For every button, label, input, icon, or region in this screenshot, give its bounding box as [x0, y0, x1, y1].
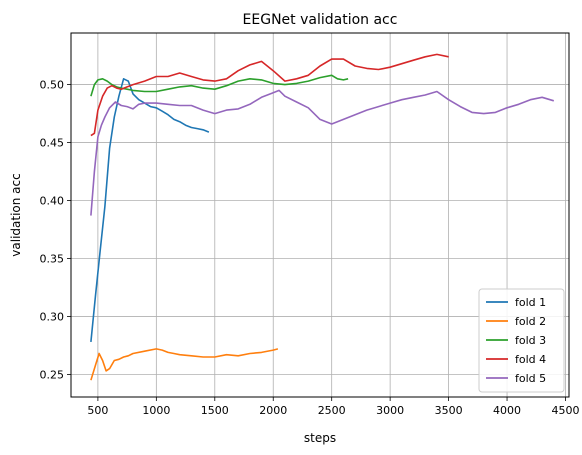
- series-line-4: [90, 53, 449, 137]
- x-tick-label: 3000: [376, 404, 404, 417]
- x-tick-label: 4500: [551, 404, 579, 417]
- x-tick-label: 3500: [435, 404, 463, 417]
- legend-entry: fold 2: [515, 315, 546, 328]
- legend-entry: fold 3: [515, 334, 546, 347]
- x-tick-label: 4000: [493, 404, 521, 417]
- y-tick-label: 0.35: [40, 252, 65, 265]
- y-axis-label: validation acc: [9, 173, 23, 256]
- series-line-5: [90, 89, 555, 216]
- legend-box: [478, 288, 565, 393]
- x-tick-label: 500: [87, 404, 108, 417]
- series-line-2: [90, 348, 279, 381]
- series-lines: [90, 53, 555, 381]
- x-tick-label: 1500: [201, 404, 229, 417]
- y-tick-label: 0.50: [40, 79, 65, 92]
- y-tick-label: 0.40: [40, 195, 65, 208]
- series-line-3: [90, 74, 349, 97]
- x-tick-label: 2500: [318, 404, 346, 417]
- chart-title: EEGNet validation acc: [243, 12, 398, 28]
- x-axis-label: steps: [304, 431, 336, 445]
- x-tick-label: 1000: [142, 404, 170, 417]
- y-tick-label: 0.25: [40, 368, 65, 381]
- x-tick-label: 2000: [259, 404, 287, 417]
- legend-entry: fold 5: [515, 372, 546, 385]
- y-tick-label: 0.30: [40, 310, 65, 323]
- legend-entry: fold 1: [515, 296, 546, 309]
- legend-entry: fold 4: [515, 353, 546, 366]
- y-tick-label: 0.45: [40, 137, 65, 150]
- x-axis-ticks: 500 1000 1500 2000 2500 3000 3500 4000 4500: [87, 397, 579, 417]
- plot-frame: [70, 32, 570, 398]
- y-axis-ticks: 0.25 0.30 0.35 0.40 0.45 0.50: [40, 79, 71, 381]
- legend: fold 1 fold 2 fold 3 fold 4 fold 5: [478, 288, 565, 393]
